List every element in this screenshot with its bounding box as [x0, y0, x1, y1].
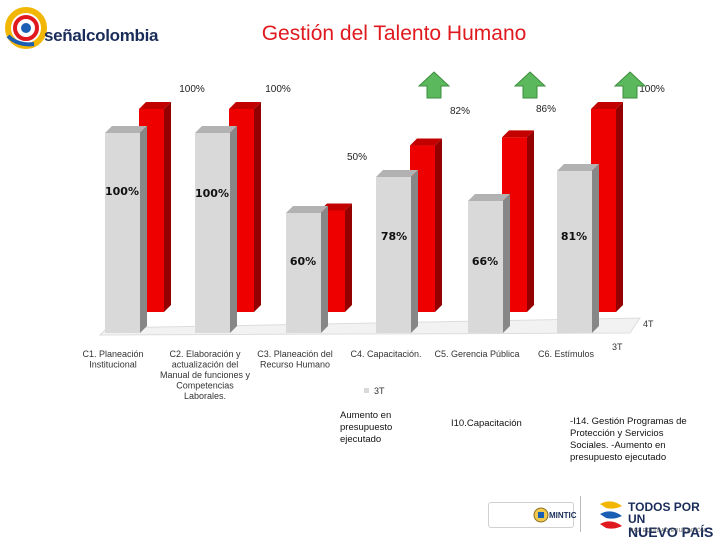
sun-logo-icon	[5, 7, 47, 49]
up-arrow-icon-1	[417, 71, 451, 99]
data-label-4t-6: 100%	[639, 84, 665, 95]
data-label-3t-2: 100%	[195, 187, 229, 200]
bar-4t-3-side	[345, 203, 352, 312]
brand-line-1: TODOS POR UN	[628, 500, 700, 526]
up-arrow-icon-3	[613, 71, 647, 99]
senalcolombia-logo	[4, 6, 164, 52]
logo-wordmark: señalcolombia	[44, 26, 159, 45]
bar-4t-1-side	[164, 102, 171, 312]
data-label-4t-3: 50%	[347, 152, 367, 163]
bar-3t-3	[286, 213, 321, 333]
bar-4t-4-side	[435, 138, 442, 312]
bar-4t-1-top	[139, 102, 171, 109]
legend-label-3t-secondary: 3T	[612, 342, 623, 352]
bar-3t-5	[468, 201, 503, 333]
category-label-5: C5. Gerencia Pública	[434, 349, 519, 359]
data-label-3t-5: 66%	[472, 255, 498, 268]
note-c4: Aumento en presupuesto ejecutado	[340, 410, 393, 445]
data-label-3t-6: 81%	[561, 230, 587, 243]
data-label-3t-3: 60%	[290, 255, 316, 268]
bar-3t-2	[195, 133, 230, 333]
bar-3t-3-top	[286, 206, 328, 213]
bar-3t-4-top	[376, 170, 418, 177]
bar-3t-6	[557, 171, 592, 333]
coat-of-arms-icon	[533, 507, 549, 523]
brand-tagline: PAZ EQUIDAD EDUCACIÓN	[630, 528, 706, 534]
mintic-logo	[488, 502, 574, 528]
bar-4t-6-side	[616, 102, 623, 312]
footer-divider	[580, 496, 581, 532]
page-title: Gestión del Talento Humano	[261, 22, 527, 45]
bar-3t-2-side	[230, 126, 237, 333]
category-label-3: C3. Planeación del Recurso Humano	[257, 349, 333, 370]
category-label-4: C4. Capacitación.	[350, 349, 421, 359]
data-label-3t-4: 78%	[381, 230, 407, 243]
up-arrow-icon-2	[513, 71, 547, 99]
data-label-4t-4: 82%	[450, 106, 470, 117]
data-label-4t-5: 86%	[536, 104, 556, 115]
data-label-3t-1: 100%	[105, 185, 139, 198]
category-label-6: C6. Estímulos	[538, 349, 595, 359]
bar-3t-2-top	[195, 126, 237, 133]
bar-3t-6-top	[557, 164, 599, 171]
category-label-1: C1. Planeación Institucional	[82, 349, 143, 370]
bar-3t-5-top	[468, 194, 510, 201]
legend-swatch-3t	[364, 388, 369, 393]
data-label-4t-1: 100%	[179, 84, 205, 95]
bar-3t-1-top	[105, 126, 147, 133]
bar-4t-5-top	[502, 130, 534, 138]
bar-3t-6-side	[592, 164, 599, 333]
bar-4t-5-side	[527, 130, 534, 312]
bar-3t-4-side	[411, 170, 418, 333]
bar-3t-5-side	[503, 194, 510, 333]
note-c5: I10.Capacitación	[451, 418, 522, 429]
bar-4t-2-side	[254, 102, 261, 312]
bar-4t-4-top	[410, 138, 442, 146]
data-label-4t-2: 100%	[265, 84, 291, 95]
brand-text: TODOS POR UN NUEVO PAÍS	[628, 501, 720, 540]
note-c6: -I14. Gestión Programas de Protección y …	[570, 416, 687, 463]
legend-label-4t: 4T	[643, 319, 654, 329]
bar-3t-1-side	[140, 126, 147, 333]
country-logo-icon	[600, 501, 622, 529]
legend-label-3t: 3T	[374, 386, 385, 396]
category-label-2: C2. Elaboración y actualización del Manual…	[160, 349, 251, 401]
bar-3t-4	[376, 177, 411, 333]
bar-3t-3-side	[321, 206, 328, 333]
mintic-label: MINTIC	[549, 511, 577, 520]
bar-3t-1	[105, 133, 140, 333]
brand-line-2: NUEVO PAÍS	[628, 524, 714, 540]
bar-4t-2-top	[229, 102, 261, 109]
bar-4t-6-top	[591, 102, 623, 109]
